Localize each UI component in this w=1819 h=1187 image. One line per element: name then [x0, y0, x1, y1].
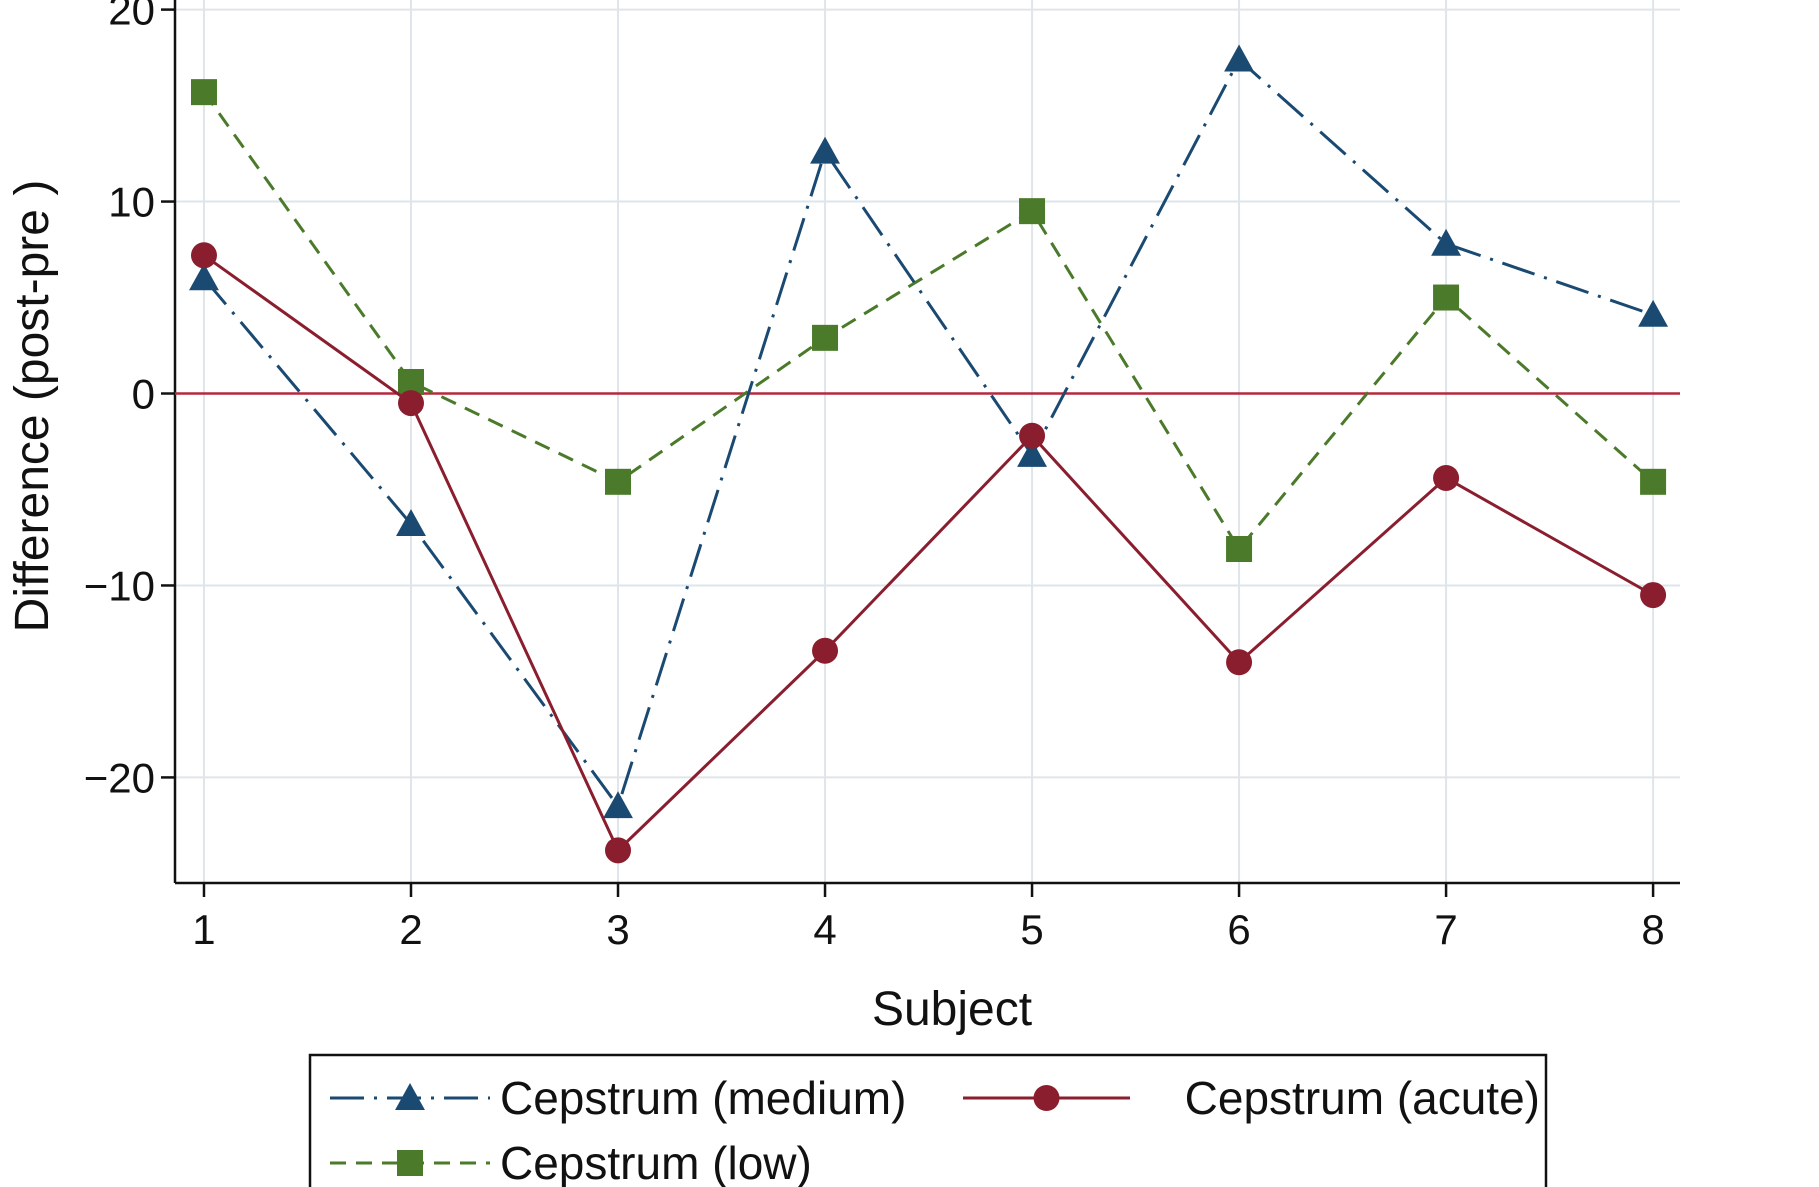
y-tick-label: 20: [108, 0, 155, 34]
x-axis-title: Subject: [872, 983, 1032, 1036]
data-point: [1433, 464, 1460, 491]
legend-entry: Cepstrum (medium): [330, 1072, 906, 1124]
data-point: [810, 136, 840, 164]
data-point: [1226, 535, 1253, 562]
data-point: [1638, 299, 1669, 327]
data-point: [603, 791, 633, 819]
legend-box: [308, 1053, 1548, 1187]
data-point: [1433, 284, 1460, 311]
y-tick-label: −10: [84, 562, 155, 609]
data-point: [812, 637, 839, 664]
legend-label: Cepstrum (acute): [1185, 1072, 1540, 1124]
series-triangle: [189, 44, 1669, 819]
data-point: [190, 242, 217, 269]
series-line: [202, 57, 1654, 810]
series-line: [203, 254, 1654, 853]
data-point: [1226, 649, 1253, 676]
y-tick-label: 0: [132, 371, 155, 418]
y-axis-title: Difference (post-pre ): [6, 180, 59, 633]
y-tick-label: −20: [84, 754, 155, 801]
x-tick-label: 8: [1641, 906, 1664, 953]
series-layer: [189, 44, 1669, 864]
x-tick-label: 7: [1434, 906, 1457, 953]
data-point: [190, 79, 217, 106]
legend-label: Cepstrum (medium): [500, 1072, 906, 1124]
legend-marker: [395, 1083, 425, 1110]
data-point: [605, 468, 632, 495]
x-tick-label: 5: [1020, 906, 1043, 953]
x-tick-label: 3: [606, 906, 629, 953]
x-tick-label: 4: [813, 906, 836, 953]
plot-background: [175, 0, 1670, 883]
legend-label: Cepstrum (low): [500, 1137, 812, 1187]
data-point: [605, 837, 632, 864]
x-tick-label: 1: [192, 906, 215, 953]
series-line: [202, 91, 1655, 552]
legend-marker: [1033, 1085, 1060, 1111]
data-point: [1019, 198, 1046, 225]
x-tick-label: 6: [1227, 906, 1250, 953]
tick-labels: 1 2 3 4 5 6 7 8 20 10 0 −10 −20: [84, 0, 1665, 953]
data-point: [1224, 44, 1255, 72]
axes: [161, 0, 1680, 897]
data-point: [1640, 582, 1667, 609]
data-point: [1431, 228, 1462, 256]
series-square: [190, 79, 1667, 562]
data-point: [812, 324, 839, 351]
series-circle: [190, 242, 1667, 864]
legend-marker: [397, 1150, 423, 1176]
data-point: [189, 263, 219, 291]
legend: Cepstrum (medium) Cepstrum (acute) Cepstru…: [308, 1053, 1548, 1187]
x-tick-label: 2: [399, 906, 422, 953]
y-tick-label: 10: [108, 179, 155, 226]
data-point: [1017, 439, 1047, 467]
data-point: [396, 509, 426, 537]
legend-entry: Cepstrum (acute): [963, 1072, 1540, 1124]
data-point: [1640, 468, 1667, 495]
data-point: [397, 390, 424, 417]
data-point: [1019, 422, 1046, 449]
legend-entry: Cepstrum (low): [330, 1137, 812, 1187]
